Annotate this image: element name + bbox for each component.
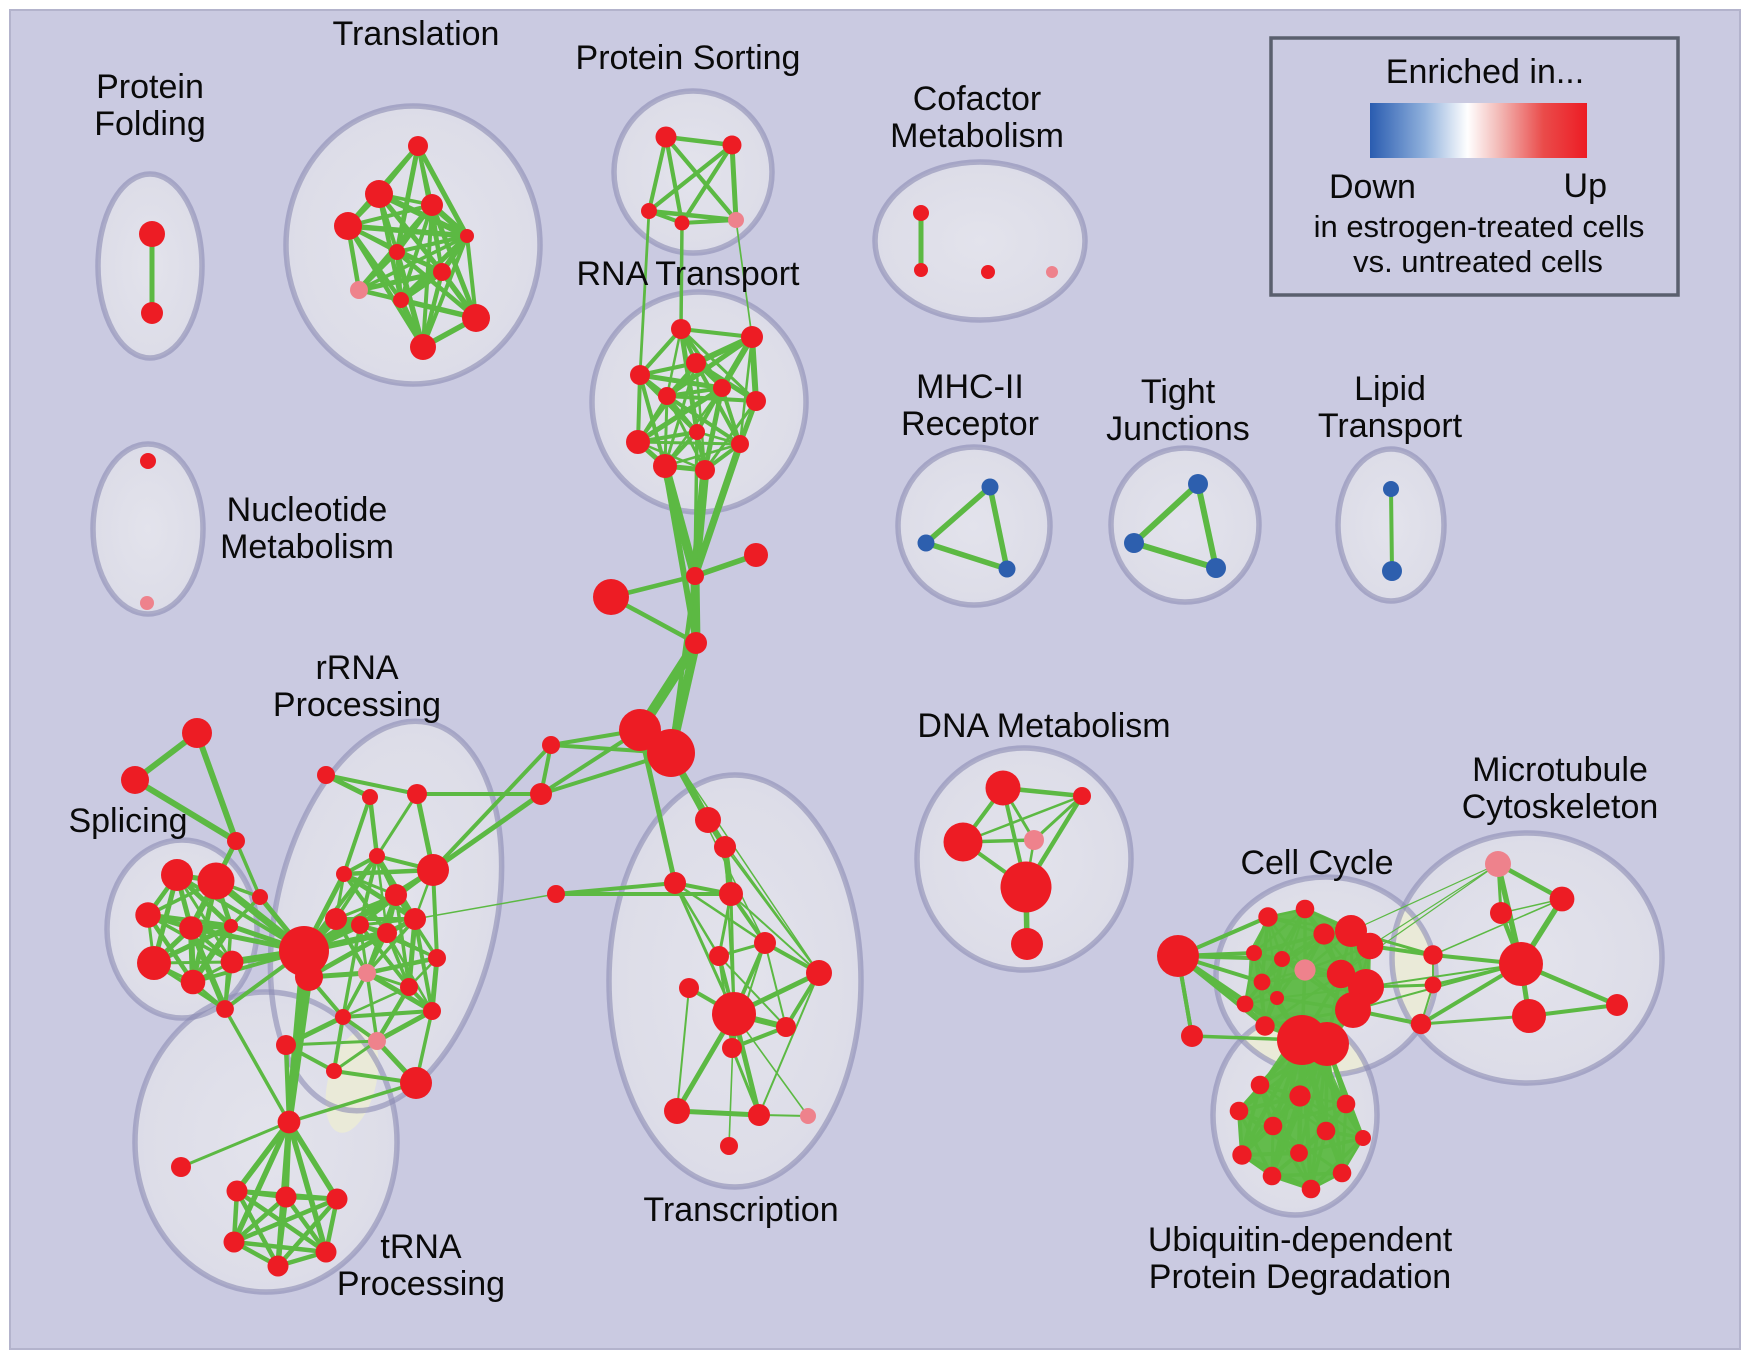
svg-text:Junctions: Junctions	[1106, 410, 1250, 448]
svg-text:Transport: Transport	[1318, 407, 1463, 445]
svg-text:Splicing: Splicing	[68, 802, 187, 840]
svg-text:Processing: Processing	[273, 686, 441, 724]
svg-text:MHC-II: MHC-II	[916, 368, 1024, 406]
svg-text:Receptor: Receptor	[901, 405, 1039, 443]
svg-text:RNA Transport: RNA Transport	[577, 255, 801, 293]
svg-text:Nucleotide: Nucleotide	[227, 491, 388, 529]
svg-text:Down: Down	[1329, 168, 1416, 206]
svg-text:tRNA: tRNA	[380, 1228, 462, 1266]
svg-text:Protein Degradation: Protein Degradation	[1149, 1258, 1451, 1296]
svg-text:rRNA: rRNA	[315, 649, 398, 687]
svg-text:Ubiquitin-dependent: Ubiquitin-dependent	[1148, 1221, 1453, 1259]
svg-text:in estrogen-treated cells: in estrogen-treated cells	[1314, 209, 1645, 244]
svg-text:Cofactor: Cofactor	[913, 80, 1042, 118]
svg-text:DNA Metabolism: DNA Metabolism	[917, 707, 1170, 745]
svg-text:Tight: Tight	[1141, 373, 1216, 411]
svg-text:vs. untreated cells: vs. untreated cells	[1353, 244, 1603, 279]
svg-text:Up: Up	[1564, 167, 1607, 205]
svg-text:Microtubule: Microtubule	[1472, 751, 1648, 789]
svg-text:Protein: Protein	[96, 68, 204, 106]
svg-text:Enriched in...: Enriched in...	[1386, 53, 1584, 91]
svg-text:Processing: Processing	[337, 1265, 505, 1303]
svg-text:Metabolism: Metabolism	[220, 528, 394, 566]
svg-text:Folding: Folding	[94, 105, 206, 143]
svg-text:Transcription: Transcription	[643, 1191, 838, 1229]
svg-text:Protein Sorting: Protein Sorting	[576, 39, 801, 77]
svg-text:Metabolism: Metabolism	[890, 117, 1064, 155]
svg-text:Translation: Translation	[333, 15, 500, 53]
svg-text:Cell Cycle: Cell Cycle	[1240, 844, 1393, 882]
svg-text:Lipid: Lipid	[1354, 370, 1426, 408]
svg-text:Cytoskeleton: Cytoskeleton	[1462, 788, 1659, 826]
